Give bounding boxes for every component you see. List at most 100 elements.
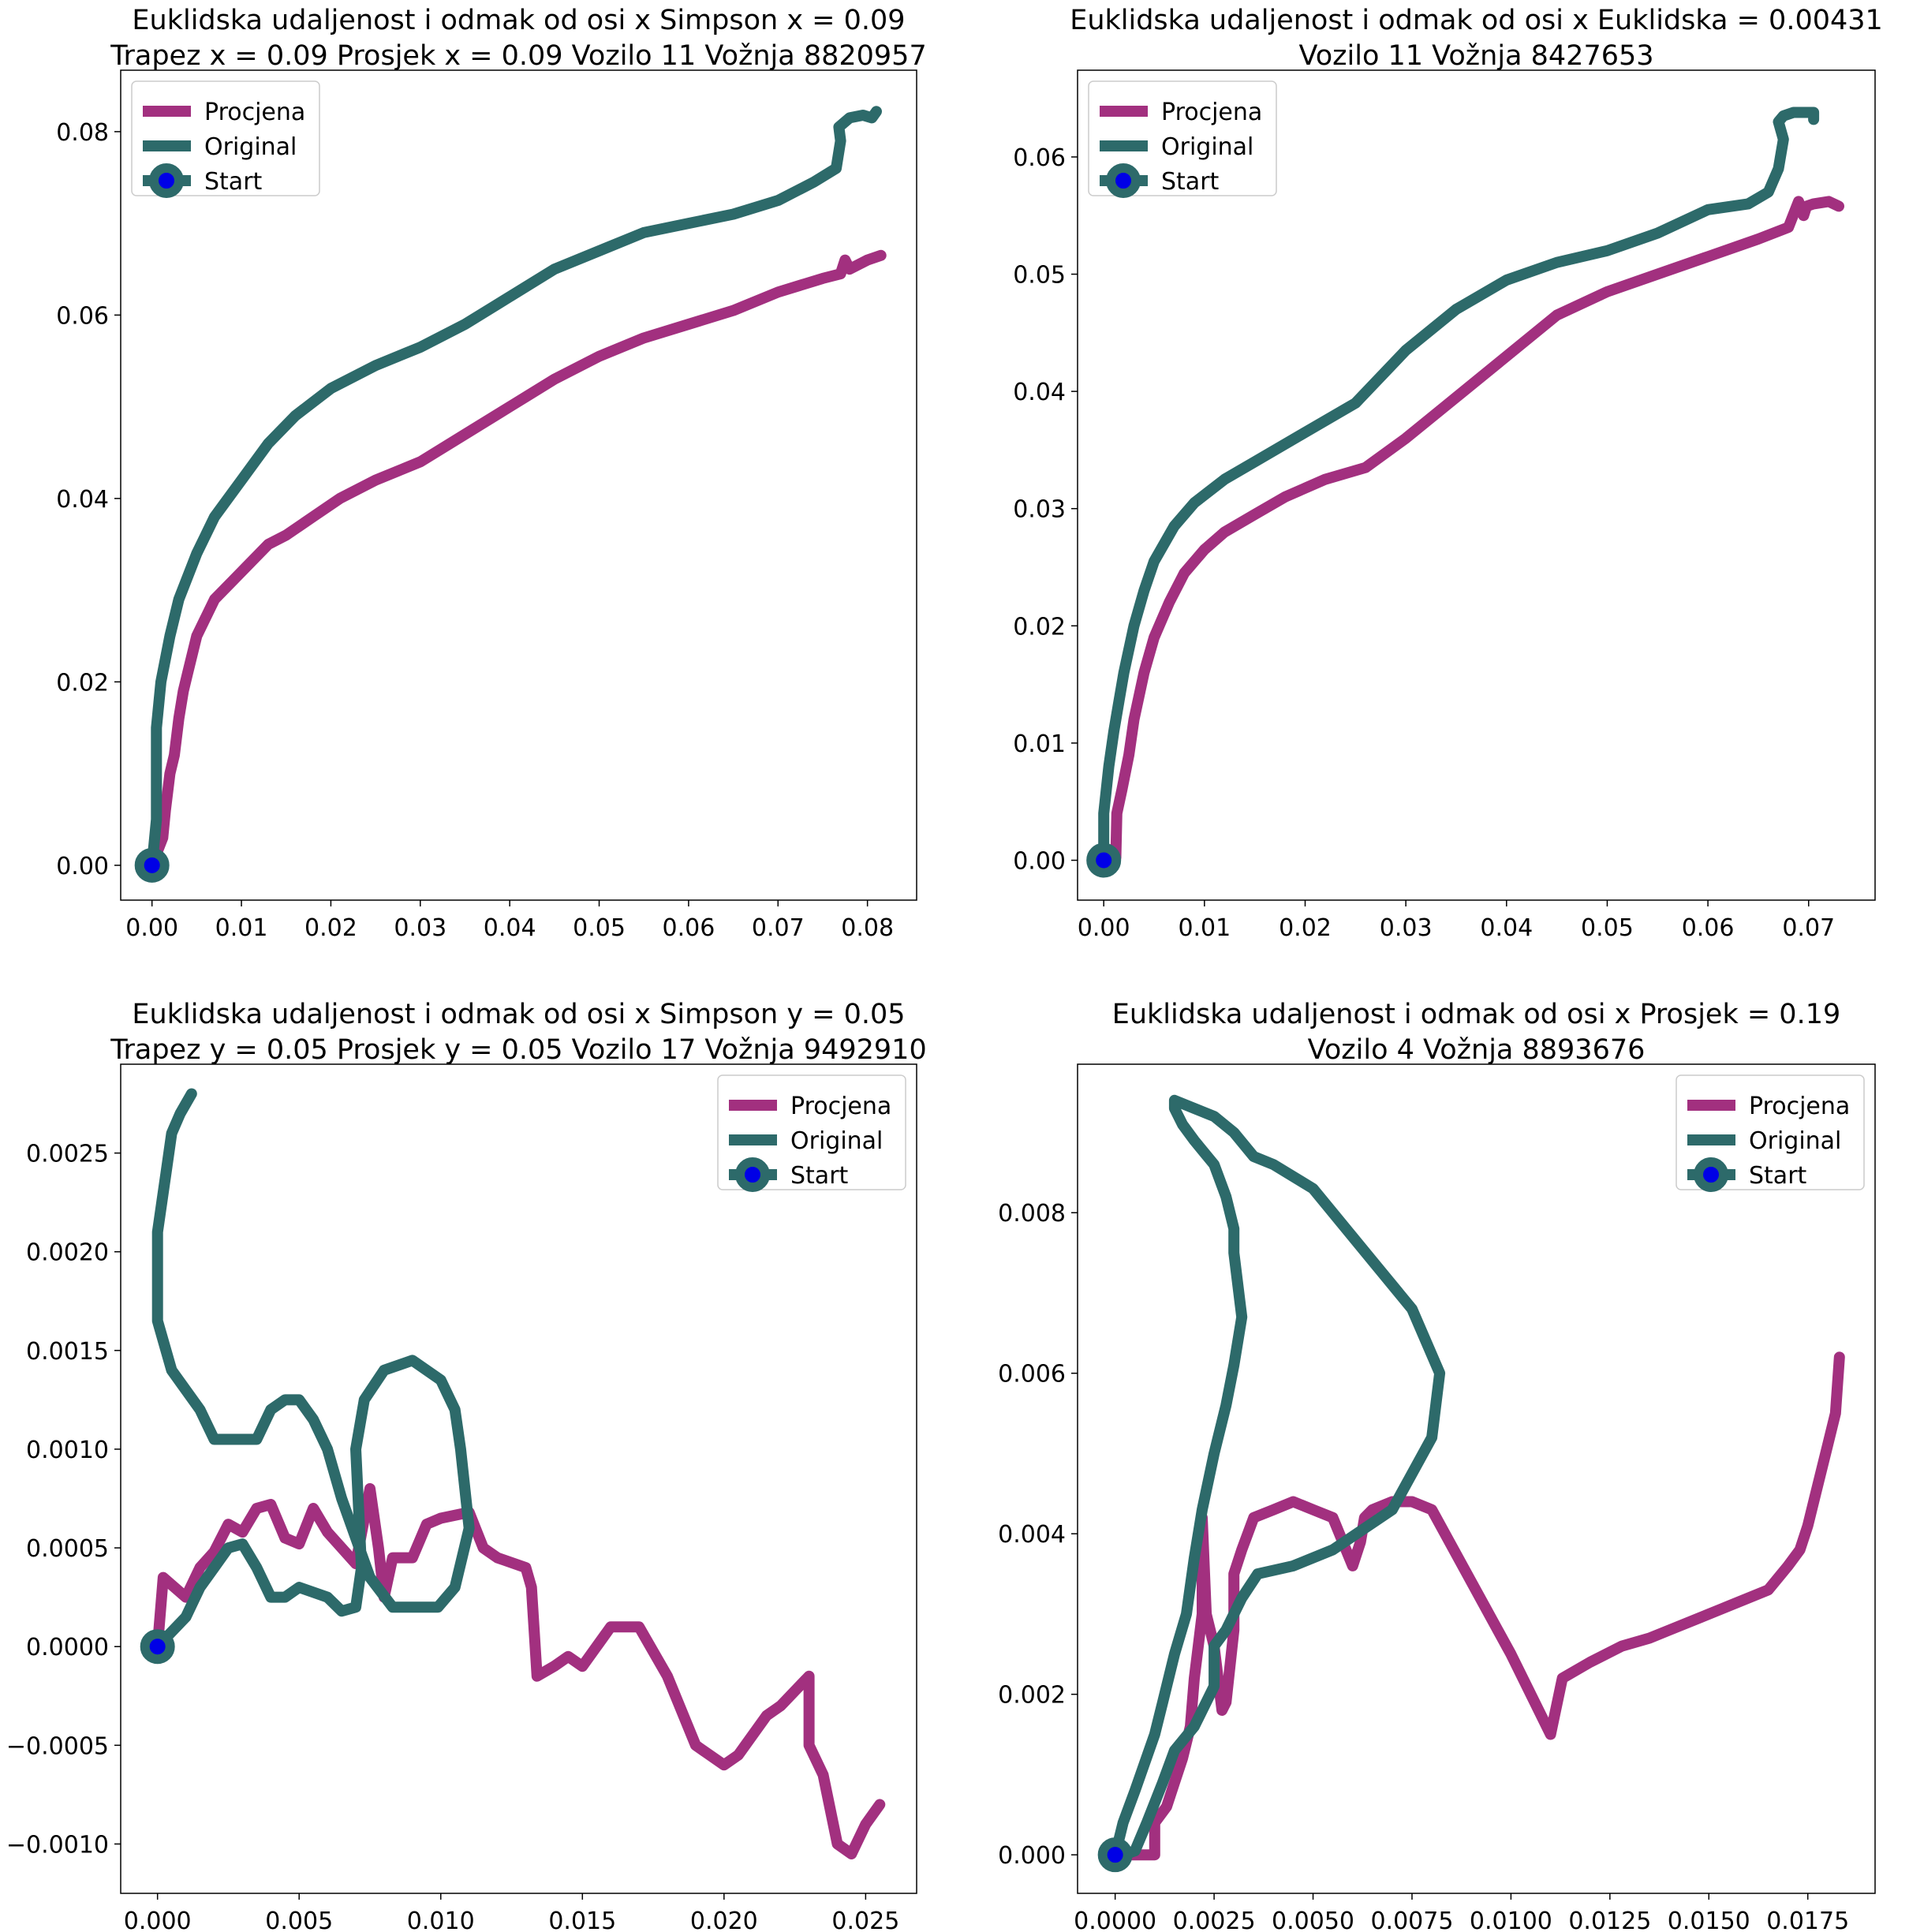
y-tick-label: 0.04 [1013, 379, 1066, 406]
y-tick-label: 0.01 [1013, 731, 1066, 758]
x-tick-label: 0.0000 [1074, 1908, 1156, 1932]
x-tick-label: 0.000 [124, 1908, 192, 1932]
y-tick-label: 0.03 [1013, 496, 1066, 524]
start-marker [1086, 843, 1122, 878]
legend: Procjena Original Start [1088, 80, 1277, 198]
y-tick-label: 0.006 [998, 1361, 1066, 1388]
legend-start-marker [1694, 1157, 1728, 1192]
x-tick-label: 0.02 [1279, 914, 1332, 942]
y-tick-label: 0.0010 [26, 1437, 109, 1464]
legend-start-marker [1106, 163, 1141, 198]
x-tick-label: 0.0125 [1568, 1908, 1651, 1932]
axes-frame [1077, 69, 1876, 901]
x-tick-label: 0.00 [1078, 914, 1130, 942]
y-tick-label: −0.0005 [6, 1732, 109, 1760]
subplot-1: Euklidska udaljenost i odmak od osi x Si… [56, 5, 927, 942]
legend-label: Procjena [204, 99, 305, 126]
y-tick-label: 0.02 [1013, 613, 1066, 641]
y-tick-label: 0.08 [56, 119, 109, 147]
start-marker [134, 847, 170, 883]
legend: Procjena Original Start [717, 1074, 906, 1192]
x-tick-label: 0.010 [407, 1908, 475, 1932]
legend-label: Original [204, 133, 297, 161]
x-tick-label: 0.020 [690, 1908, 758, 1932]
x-tick-label: 0.06 [1682, 914, 1735, 942]
y-tick-label: 0.0015 [26, 1338, 109, 1366]
y-tick-label: 0.04 [56, 486, 109, 514]
legend-start-marker [149, 163, 184, 198]
y-tick-label: 0.0020 [26, 1239, 109, 1267]
legend-label: Original [1749, 1127, 1841, 1155]
axes-frame [120, 1063, 917, 1894]
x-tick-label: 0.0100 [1470, 1908, 1552, 1932]
subplot-3: Euklidska udaljenost i odmak od osi x Si… [6, 999, 927, 1932]
legend: Procjena Original Start [131, 80, 320, 198]
y-tick-label: 0.0025 [26, 1141, 109, 1168]
x-tick-label: 0.01 [215, 914, 268, 942]
y-tick-label: 0.06 [1013, 144, 1066, 172]
x-tick-label: 0.0050 [1272, 1908, 1354, 1932]
chart-title-line: Euklidska udaljenost i odmak od osi x Si… [132, 999, 905, 1030]
series-line-original [151, 1088, 475, 1653]
start-marker [140, 1629, 175, 1665]
legend-start-marker [735, 1157, 770, 1192]
series-line-procjena [1098, 196, 1844, 866]
x-tick-label: 0.00 [125, 914, 178, 942]
y-tick-label: 0.008 [998, 1200, 1066, 1228]
legend-label: Procjena [1749, 1093, 1850, 1120]
x-tick-label: 0.015 [548, 1908, 616, 1932]
x-tick-label: 0.0175 [1766, 1908, 1849, 1932]
y-tick-label: −0.0010 [6, 1831, 109, 1859]
legend-label: Procjena [1161, 99, 1262, 126]
x-tick-label: 0.0075 [1370, 1908, 1453, 1932]
y-tick-label: 0.06 [56, 302, 109, 330]
y-tick-label: 0.05 [1013, 262, 1066, 290]
series-line-original [1109, 1094, 1446, 1861]
x-tick-label: 0.05 [1581, 914, 1634, 942]
x-tick-label: 0.04 [484, 914, 536, 942]
x-tick-label: 0.06 [663, 914, 715, 942]
x-tick-label: 0.0025 [1173, 1908, 1256, 1932]
chart-title-line: Vozilo 11 Vožnja 8427653 [1298, 40, 1653, 72]
x-tick-label: 0.07 [1782, 914, 1835, 942]
y-tick-label: 0.004 [998, 1521, 1066, 1549]
chart-title-line: Trapez y = 0.05 Prosjek y = 0.05 Vozilo … [110, 1034, 926, 1066]
y-tick-label: 0.00 [56, 853, 109, 880]
x-tick-label: 0.025 [831, 1908, 899, 1932]
legend-label: Start [1749, 1162, 1807, 1190]
x-tick-label: 0.07 [752, 914, 805, 942]
y-tick-label: 0.0005 [26, 1535, 109, 1563]
chart-title-line: Trapez x = 0.09 Prosjek x = 0.09 Vozilo … [110, 40, 926, 72]
chart-title-line: Euklidska udaljenost i odmak od osi x Pr… [1112, 999, 1841, 1030]
legend-label: Original [1161, 133, 1253, 161]
chart-title-line: Euklidska udaljenost i odmak od osi x Si… [132, 5, 905, 36]
subplot-2: Euklidska udaljenost i odmak od osi x Eu… [1013, 5, 1883, 942]
x-tick-label: 0.0150 [1668, 1908, 1750, 1932]
x-tick-label: 0.03 [394, 914, 446, 942]
legend-label: Start [790, 1162, 849, 1190]
legend-label: Start [1161, 168, 1220, 196]
axes-frame [1077, 1063, 1876, 1894]
x-tick-label: 0.08 [841, 914, 894, 942]
axes-frame [120, 69, 917, 901]
legend-label: Start [204, 168, 263, 196]
legend: Procjena Original Start [1676, 1074, 1865, 1192]
chart-title-line: Vozilo 4 Vožnja 8893676 [1308, 1034, 1646, 1066]
series-line-procjena [151, 1483, 886, 1859]
y-tick-label: 0.002 [998, 1682, 1066, 1710]
y-tick-label: 0.000 [998, 1842, 1066, 1870]
subplot-4: Euklidska udaljenost i odmak od osi x Pr… [998, 999, 1876, 1932]
legend-label: Original [790, 1127, 883, 1155]
series-line-original [1098, 107, 1820, 866]
x-tick-label: 0.02 [304, 914, 357, 942]
y-tick-label: 0.00 [1013, 847, 1066, 875]
y-tick-label: 0.02 [56, 669, 109, 697]
series-line-procjena [1109, 1351, 1845, 1861]
legend-label: Procjena [790, 1093, 891, 1120]
x-tick-label: 0.03 [1380, 914, 1433, 942]
x-tick-label: 0.01 [1178, 914, 1231, 942]
chart-title-line: Euklidska udaljenost i odmak od osi x Eu… [1070, 5, 1883, 36]
start-marker [1097, 1837, 1133, 1873]
x-tick-label: 0.05 [573, 914, 626, 942]
